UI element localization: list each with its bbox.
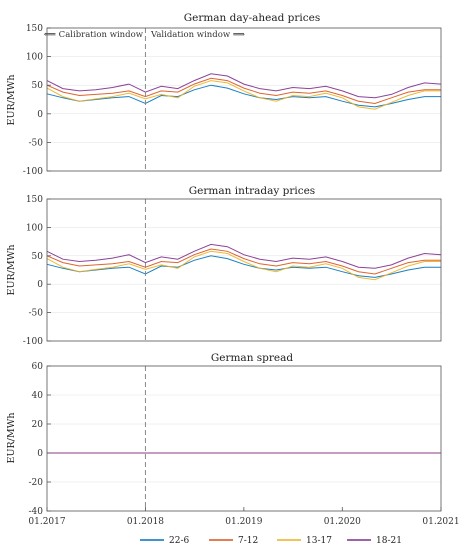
y-tick-label: -20 xyxy=(29,478,44,488)
axes-frame xyxy=(46,365,442,512)
y-tick-label: 0 xyxy=(37,280,43,290)
y-tick-label: -100 xyxy=(23,337,43,347)
legend-item: 18-21 xyxy=(347,536,402,546)
gridlines xyxy=(47,27,441,172)
x-tick-label: 01.2018 xyxy=(127,517,164,527)
chart-title: German day-ahead prices xyxy=(184,12,321,24)
axes-frame xyxy=(46,27,442,172)
gridlines xyxy=(47,365,441,512)
y-tick-label: 0 xyxy=(37,110,43,120)
legend: 22-6 7-12 13-17 18-21 xyxy=(140,536,402,546)
validation-window-label: Validation window ⟹ xyxy=(150,30,245,40)
legend-item: 22-6 xyxy=(140,536,189,546)
series-line-13-17 xyxy=(46,80,441,110)
y-tick-label: -100 xyxy=(23,167,43,177)
y-tick-label: 20 xyxy=(32,420,44,430)
y-axis-label: EUR/MWh xyxy=(6,413,17,464)
y-tick-label: 50 xyxy=(32,81,44,91)
y-tick-label: 150 xyxy=(26,195,43,205)
series-line-7-12 xyxy=(46,77,441,105)
series-lines xyxy=(46,243,442,281)
panel-day-ahead: German day-ahead prices ⟸ Calibration wi… xyxy=(6,12,442,177)
legend-item: 13-17 xyxy=(277,536,332,546)
y-tick-label: 40 xyxy=(32,391,44,401)
y-tick-label: -40 xyxy=(29,507,44,517)
y-tick-label: 100 xyxy=(26,223,43,233)
y-tick-label: 0 xyxy=(37,449,43,459)
series-line-22-6 xyxy=(46,84,441,108)
gridlines xyxy=(47,198,441,342)
y-ticks: -40 -20 0 20 40 60 xyxy=(29,362,51,517)
y-ticks: -100 -50 0 50 100 150 xyxy=(23,195,51,347)
series-line-22-6 xyxy=(46,255,441,278)
chart-title: German intraday prices xyxy=(189,185,315,197)
series-line-18-21 xyxy=(46,73,442,99)
legend-label: 13-17 xyxy=(306,536,332,546)
legend-label: 22-6 xyxy=(169,536,189,546)
x-ticks: 01.2017 01.2018 01.2019 01.2020 01.2021 xyxy=(28,507,460,527)
legend-label: 18-21 xyxy=(376,536,402,546)
y-tick-label: -50 xyxy=(29,138,44,148)
y-tick-label: 50 xyxy=(32,252,44,262)
x-tick-label: 01.2019 xyxy=(225,517,262,527)
y-tick-label: -50 xyxy=(29,309,44,319)
y-tick-label: 150 xyxy=(26,24,43,34)
y-ticks: -100 -50 0 50 100 150 xyxy=(23,24,51,177)
series-line-18-21 xyxy=(46,243,442,269)
series-line-13-17 xyxy=(46,250,441,281)
x-tick-label: 01.2020 xyxy=(324,517,361,527)
series-line-7-12 xyxy=(46,248,441,275)
y-axis-label: EUR/MWh xyxy=(6,245,17,296)
y-axis-label: EUR/MWh xyxy=(6,75,17,126)
y-tick-label: 60 xyxy=(32,362,44,372)
panel-intraday: German intraday prices -100-50050100150 … xyxy=(6,185,442,347)
legend-label: 7-12 xyxy=(238,536,258,546)
x-tick-label: 01.2017 xyxy=(28,517,65,527)
calibration-window-label: ⟸ Calibration window xyxy=(44,30,144,40)
chart-title: German spread xyxy=(211,352,294,364)
series-lines xyxy=(46,73,442,110)
x-tick-label: 01.2021 xyxy=(422,517,459,527)
axes-frame xyxy=(46,198,442,342)
y-tick-label: 100 xyxy=(26,53,43,63)
legend-item: 7-12 xyxy=(209,536,258,546)
